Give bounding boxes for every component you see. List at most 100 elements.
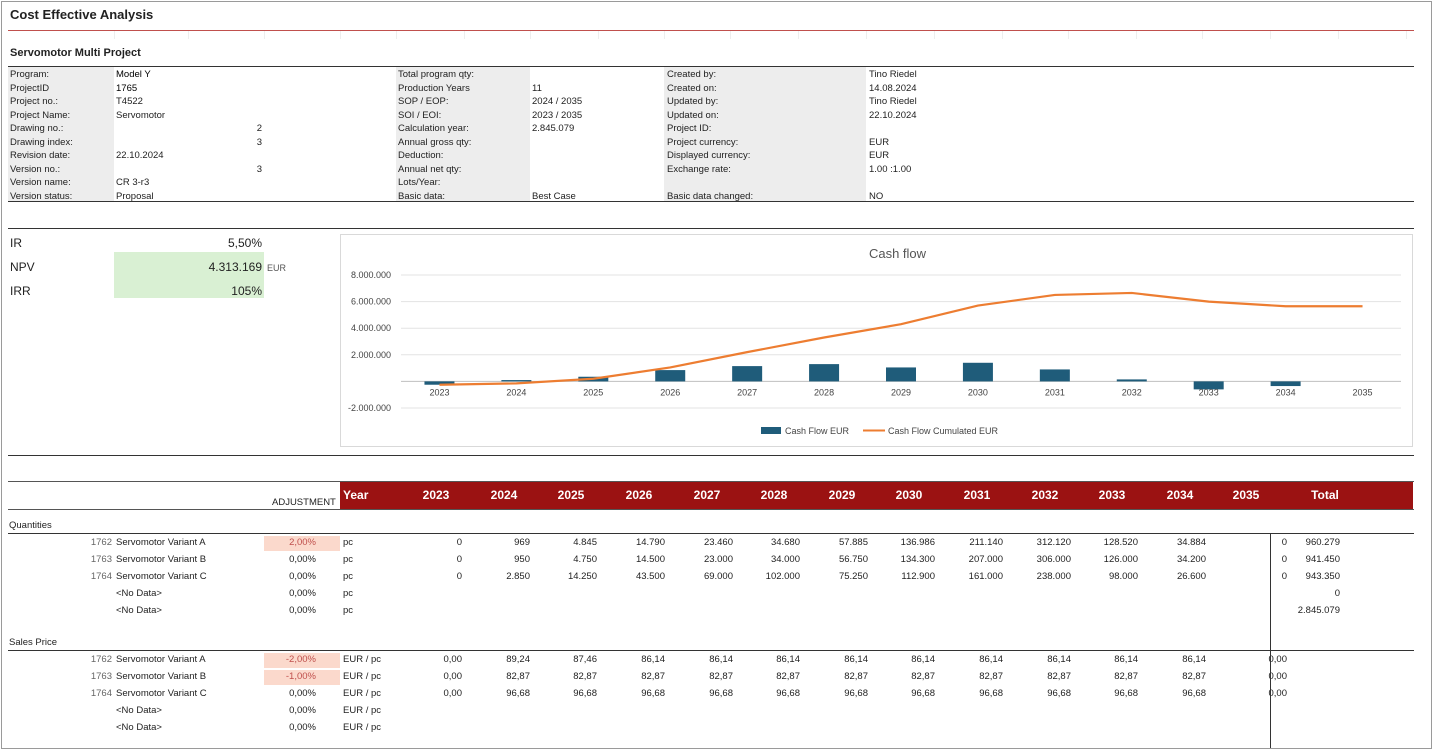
x-tick-label: 2031: [1045, 387, 1065, 397]
irr-label: IRR: [10, 284, 31, 298]
x-tick-label: 2034: [1276, 387, 1296, 397]
info-label: Displayed currency:: [667, 150, 751, 161]
row-unit: pc: [343, 537, 354, 548]
row-value: 86,14: [776, 654, 800, 665]
row-total: 0: [1334, 588, 1340, 599]
row-name: Servomotor Variant A: [116, 537, 206, 548]
row-value: 34.680: [770, 537, 800, 548]
row-value: 96,68: [506, 688, 530, 699]
row-adjustment[interactable]: 0,00%: [289, 705, 316, 716]
year-header: 2033: [1098, 488, 1126, 502]
grid-tick: [664, 31, 665, 39]
row-unit: EUR / pc: [343, 671, 382, 682]
row-value: 14.790: [635, 537, 665, 548]
row-value: 89,24: [506, 654, 530, 665]
info-label: Project ID:: [667, 123, 712, 134]
cash-flow-bar: [809, 364, 840, 382]
row-value: 82,87: [1114, 671, 1138, 682]
row-adjustment[interactable]: -2,00%: [285, 654, 316, 665]
row-total: 941.450: [1305, 554, 1340, 565]
x-tick-label: 2029: [891, 387, 911, 397]
info-right-label-bg: [664, 67, 866, 201]
info-label: Total program qty:: [398, 69, 475, 80]
info-label: Program:: [10, 69, 50, 80]
info-value: 2024 / 2035: [532, 96, 583, 107]
grid-tick: [934, 31, 935, 39]
cash-flow-bar: [962, 362, 993, 382]
row-unit: pc: [343, 571, 354, 582]
row-value: 82,87: [709, 671, 733, 682]
row-value: 0,00: [443, 688, 463, 699]
kpi-top-rule: [8, 228, 1414, 229]
row-value: 82,87: [506, 671, 530, 682]
project-subtitle: Servomotor Multi Project: [10, 47, 141, 59]
row-name: Servomotor Variant C: [116, 571, 207, 582]
row-value: 136.986: [900, 537, 935, 548]
info-label: Deduction:: [398, 150, 444, 161]
section-rule: [8, 650, 1414, 651]
row-value: 96,68: [641, 688, 665, 699]
year-header: 2029: [828, 488, 856, 502]
info-number: 2: [256, 123, 262, 134]
y-tick-label: 6.000.000: [351, 297, 391, 307]
row-name: Servomotor Variant B: [116, 554, 207, 565]
row-adjustment[interactable]: 2,00%: [289, 537, 316, 548]
row-value: 82,87: [776, 671, 800, 682]
year-header: 2024: [490, 488, 518, 502]
year-header-bar: [340, 482, 1413, 509]
info-label: SOP / EOP:: [398, 96, 449, 107]
row-id: 1762: [90, 537, 112, 548]
info-number: 3: [256, 163, 262, 175]
row-adjustment[interactable]: 0,00%: [289, 554, 316, 565]
info-label: Created on:: [667, 82, 717, 94]
grid-tick: [798, 31, 799, 39]
row-value: 75.250: [838, 571, 868, 582]
x-tick-label: 2027: [737, 387, 757, 397]
row-value: 0,00: [1268, 671, 1288, 682]
row-name: Servomotor Variant A: [116, 654, 206, 665]
info-value: Servomotor: [116, 109, 166, 121]
row-value: 86,14: [641, 654, 665, 665]
row-value: 312.120: [1036, 537, 1071, 548]
section-rule: [8, 533, 1414, 534]
row-value: 207.000: [968, 554, 1003, 565]
row-unit: pc: [343, 554, 354, 565]
cash-flow-bar: [1193, 381, 1224, 390]
x-tick-label: 2030: [968, 387, 988, 397]
info-label: Updated by:: [667, 96, 719, 107]
row-id: 1762: [90, 654, 112, 665]
row-adjustment[interactable]: -1,00%: [285, 671, 316, 682]
grid-tick: [114, 31, 115, 39]
grid-tick: [264, 31, 265, 39]
info-value: 22.10.2024: [869, 109, 917, 121]
row-value: 0: [1281, 537, 1287, 548]
info-value: 11: [532, 82, 542, 94]
row-value: 0: [1281, 554, 1287, 565]
row-value: 96,68: [776, 688, 800, 699]
info-value: Tino Riedel: [869, 96, 917, 107]
info-value: Best Case: [532, 190, 576, 202]
row-adjustment[interactable]: 0,00%: [289, 688, 316, 699]
info-value: EUR: [869, 136, 890, 148]
row-adjustment[interactable]: 0,00%: [289, 722, 316, 733]
row-name: <No Data>: [116, 705, 162, 716]
grid-tick: [396, 31, 397, 39]
info-label: Version name:: [10, 177, 71, 188]
row-adjustment[interactable]: 0,00%: [289, 588, 316, 599]
y-tick-label: -2.000.000: [348, 403, 391, 413]
cash-flow-bar: [1039, 369, 1070, 382]
row-unit: pc: [343, 605, 354, 616]
info-bottom-rule: [8, 201, 1414, 202]
row-adjustment[interactable]: 0,00%: [289, 571, 316, 582]
row-value: 4.750: [573, 554, 597, 565]
info-value: T4522: [116, 96, 143, 107]
row-value: 96,68: [1047, 688, 1071, 699]
adjustment-header: ADJUSTMENT: [272, 497, 336, 508]
row-value: 0,00: [1268, 688, 1288, 699]
grid-tick: [1068, 31, 1069, 39]
row-adjustment[interactable]: 0,00%: [289, 605, 316, 616]
grid-tick: [730, 31, 731, 39]
row-value: 14.500: [635, 554, 665, 565]
info-label: Basic data:: [398, 190, 445, 202]
